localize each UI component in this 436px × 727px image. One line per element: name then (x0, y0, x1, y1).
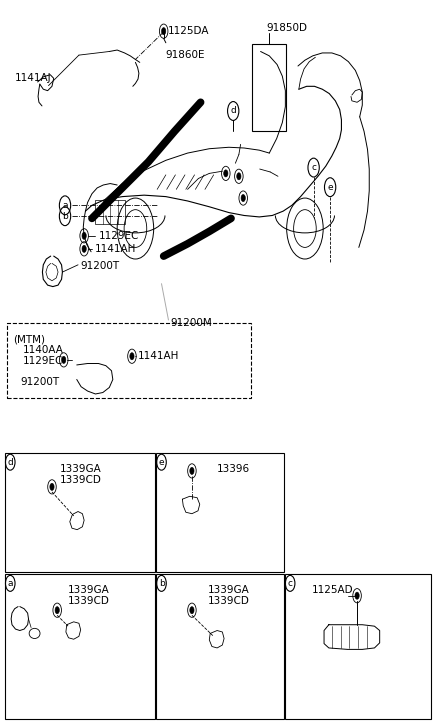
Text: 1339CD: 1339CD (59, 475, 101, 485)
Text: 1141AJ: 1141AJ (14, 73, 51, 84)
Circle shape (82, 232, 86, 239)
Circle shape (241, 195, 245, 201)
Text: 13396: 13396 (217, 464, 250, 474)
Circle shape (190, 606, 194, 614)
Circle shape (50, 483, 54, 491)
Text: 1339CD: 1339CD (208, 595, 249, 606)
Text: d: d (7, 458, 13, 467)
Text: 1339GA: 1339GA (59, 464, 101, 474)
Circle shape (61, 356, 66, 364)
Text: 1129EC: 1129EC (99, 230, 139, 241)
Circle shape (55, 606, 59, 614)
Text: 1339CD: 1339CD (68, 595, 110, 606)
Text: 91860E: 91860E (166, 50, 205, 60)
Text: b: b (62, 212, 68, 221)
Text: (MTM): (MTM) (13, 334, 45, 345)
Text: 91200T: 91200T (81, 260, 120, 270)
Bar (95, 199, 125, 224)
Text: 1125AD: 1125AD (311, 585, 353, 595)
Text: 1140AA: 1140AA (22, 345, 63, 356)
Bar (5, 574, 155, 719)
Text: 1141AH: 1141AH (138, 351, 179, 361)
Bar (7, 323, 251, 398)
Text: a: a (62, 201, 68, 210)
Text: 1339GA: 1339GA (68, 585, 110, 595)
Bar (156, 574, 284, 719)
Bar (286, 574, 431, 719)
Text: e: e (159, 458, 164, 467)
Text: 1141AH: 1141AH (95, 244, 136, 254)
Text: 91200T: 91200T (20, 377, 59, 387)
Text: d: d (230, 106, 236, 116)
Text: a: a (7, 579, 13, 588)
Text: c: c (311, 163, 316, 172)
Text: c: c (288, 579, 293, 588)
Bar (156, 453, 284, 572)
Circle shape (224, 170, 228, 177)
Bar (5, 453, 155, 572)
Text: 91850D: 91850D (267, 23, 308, 33)
Bar (252, 44, 286, 132)
Circle shape (355, 592, 359, 599)
Text: 91200M: 91200M (170, 318, 212, 328)
Circle shape (237, 173, 241, 180)
Text: b: b (159, 579, 164, 588)
Text: 1129EC: 1129EC (22, 356, 63, 366)
Text: 1339GA: 1339GA (208, 585, 249, 595)
Text: 1125DA: 1125DA (168, 26, 210, 36)
Text: e: e (327, 182, 333, 192)
Circle shape (190, 467, 194, 475)
Circle shape (130, 353, 134, 360)
Circle shape (82, 245, 86, 252)
Circle shape (162, 28, 166, 35)
